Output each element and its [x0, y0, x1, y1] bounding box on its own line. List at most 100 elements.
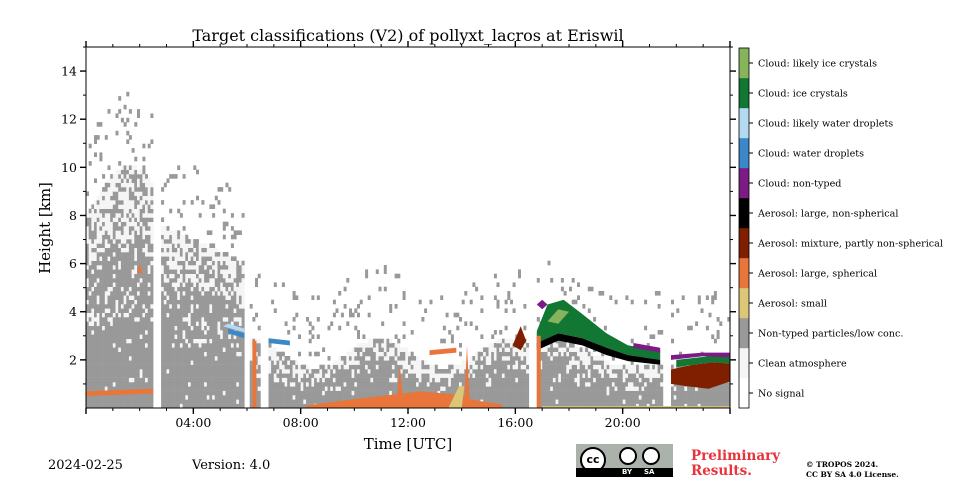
class-cell: [174, 269, 178, 274]
class-cell: [324, 395, 328, 400]
class-cell: [354, 325, 358, 331]
class-cell: [281, 390, 285, 396]
class-cell: [477, 382, 481, 387]
class-cell: [91, 256, 95, 261]
class-cell: [416, 373, 419, 378]
class-cell: [91, 247, 95, 253]
class-cell: [174, 291, 178, 296]
class-cell: [88, 299, 92, 305]
class-cell: [230, 338, 234, 344]
class-cell: [102, 230, 106, 235]
class-cell: [137, 221, 140, 227]
class-cell: [504, 403, 508, 409]
class-cell: [365, 377, 369, 383]
class-cell: [273, 403, 277, 409]
class-cell: [255, 373, 258, 378]
class-cell: [228, 399, 232, 404]
class-cell: [381, 321, 385, 326]
class-cell: [279, 382, 283, 387]
class-cell: [209, 256, 213, 261]
class-cell: [359, 299, 363, 305]
class-cell: [118, 356, 122, 361]
class-cell: [292, 386, 296, 391]
class-cell: [134, 191, 138, 196]
class-cell: [595, 386, 599, 391]
class-cell: [485, 347, 489, 352]
class-cell: [145, 247, 148, 253]
class-cell: [697, 395, 701, 400]
class-cell: [461, 369, 465, 374]
class-cell: [230, 243, 234, 248]
class-cell: [222, 321, 226, 326]
class-cell: [150, 243, 154, 248]
class-cell: [222, 234, 226, 240]
class-cell: [120, 165, 124, 170]
class-cell: [255, 364, 258, 370]
class-cell: [118, 226, 122, 231]
class-cell: [450, 373, 454, 378]
class-cell: [579, 351, 583, 357]
class-cell: [373, 369, 377, 374]
class-cell: [220, 373, 224, 378]
class-cell: [630, 390, 634, 396]
class-cell: [110, 377, 114, 383]
class-cell: [445, 377, 449, 383]
class-cell: [542, 360, 546, 365]
class-cell: [284, 373, 288, 378]
class-cell: [391, 373, 395, 378]
class-cell: [523, 390, 527, 396]
class-cell: [542, 395, 546, 400]
class-cell: [126, 382, 130, 387]
class-cell: [86, 295, 89, 300]
class-cell: [622, 377, 626, 383]
class-cell: [91, 295, 95, 300]
class-cell: [496, 299, 500, 305]
class-cell: [137, 169, 140, 175]
class-cell: [542, 364, 546, 370]
class-cell: [131, 356, 135, 361]
class-cell: [491, 334, 495, 339]
class-cell: [405, 356, 409, 361]
class-cell: [145, 343, 148, 348]
class-cell: [188, 269, 191, 274]
class-cell: [86, 347, 89, 352]
class-cell: [212, 291, 216, 296]
class-cell: [214, 382, 218, 387]
class-cell: [118, 321, 122, 326]
class-cell: [386, 360, 390, 365]
class-cell: [279, 377, 283, 383]
class-cell: [603, 325, 607, 331]
class-cell: [193, 273, 197, 279]
class-cell: [88, 256, 92, 261]
class-cell: [193, 325, 197, 331]
class-cell: [201, 386, 205, 391]
class-cell: [542, 403, 546, 409]
class-cell: [585, 347, 589, 352]
class-cell: [128, 282, 132, 287]
class-cell: [163, 395, 167, 400]
class-cell: [238, 395, 242, 400]
class-cell: [169, 208, 173, 214]
class-cell: [705, 403, 709, 409]
class-cell: [697, 399, 701, 404]
class-cell: [383, 338, 387, 344]
class-cell: [169, 403, 173, 409]
class-cell: [193, 247, 197, 253]
class-cell: [475, 360, 479, 365]
class-cell: [169, 243, 173, 248]
class-cell: [147, 325, 151, 331]
class-cell: [335, 308, 339, 313]
class-cell: [512, 356, 516, 361]
class-cell: [491, 399, 495, 404]
class-cell: [228, 351, 232, 357]
class-cell: [115, 278, 119, 283]
class-cell: [636, 395, 640, 400]
class-cell: [128, 182, 132, 188]
class-cell: [450, 364, 454, 370]
class-cell: [271, 395, 275, 400]
class-cell: [104, 286, 108, 292]
class-cell: [142, 217, 146, 222]
class-cell: [354, 364, 358, 370]
class-cell: [94, 338, 97, 344]
class-cell: [238, 299, 242, 305]
